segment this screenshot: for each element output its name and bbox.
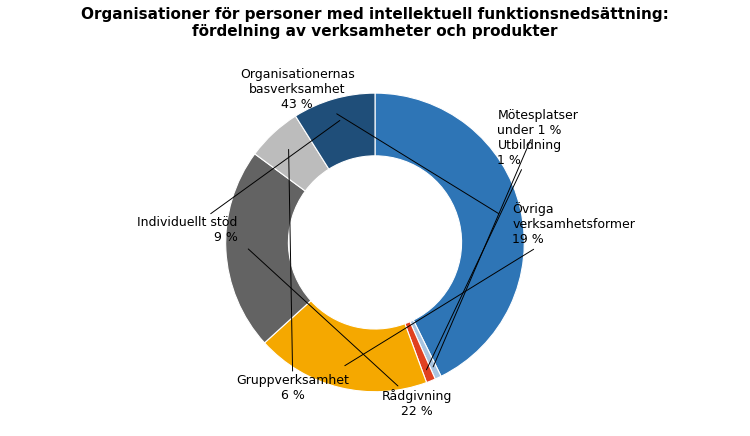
Wedge shape bbox=[296, 93, 375, 169]
Text: Övriga
verksamhetsformer
19 %: Övriga verksamhetsformer 19 % bbox=[345, 202, 635, 366]
Text: Organisationernas
basverksamhet
43 %: Organisationernas basverksamhet 43 % bbox=[240, 68, 499, 214]
Wedge shape bbox=[405, 322, 435, 382]
Wedge shape bbox=[375, 93, 524, 376]
Wedge shape bbox=[410, 320, 441, 379]
Text: Rådgivning
22 %: Rådgivning 22 % bbox=[248, 249, 452, 418]
Text: Mötesplatser
under 1 %: Mötesplatser under 1 % bbox=[433, 109, 578, 367]
Wedge shape bbox=[255, 116, 329, 191]
Text: Individuellt stöd
9 %: Individuellt stöd 9 % bbox=[137, 120, 340, 245]
Wedge shape bbox=[265, 301, 427, 392]
Text: Gruppverksamhet
6 %: Gruppverksamhet 6 % bbox=[236, 150, 350, 402]
Title: Organisationer för personer med intellektuell funktionsnedsättning:
fördelning a: Organisationer för personer med intellek… bbox=[81, 7, 669, 39]
Wedge shape bbox=[226, 154, 311, 343]
Text: Utbildning
1 %: Utbildning 1 % bbox=[427, 139, 562, 370]
